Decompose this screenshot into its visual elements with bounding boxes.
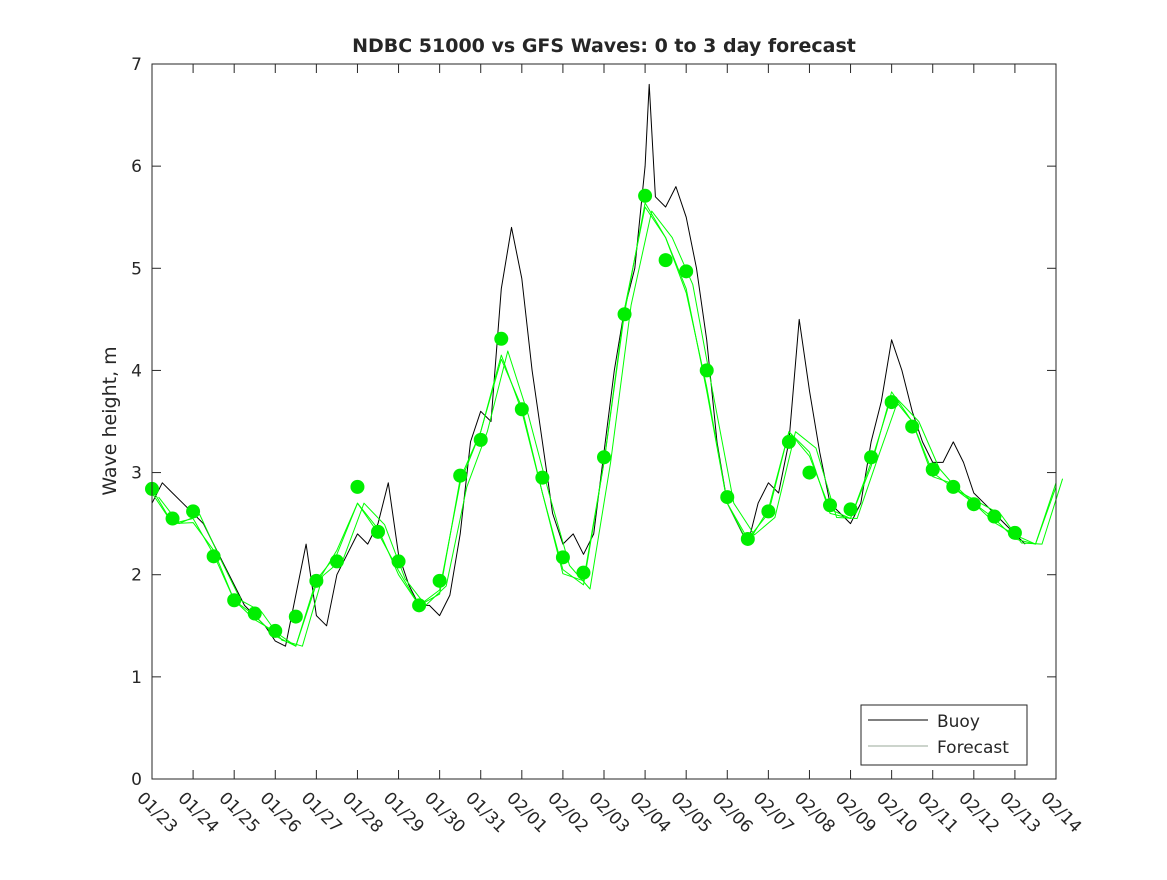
x-tick-label: 02/04 <box>626 788 675 837</box>
legend-box <box>860 704 1028 766</box>
forecast-marker <box>391 554 406 569</box>
forecast-marker <box>781 434 796 449</box>
forecast-marker <box>720 490 735 505</box>
x-tick-label: 02/08 <box>790 788 839 837</box>
x-tick-label: 02/10 <box>872 788 921 837</box>
forecast-marker <box>432 573 447 588</box>
x-tick-label: 02/01 <box>502 788 551 837</box>
forecast-marker <box>1007 525 1022 540</box>
forecast-marker <box>288 609 303 624</box>
buoy-line <box>151 83 1026 647</box>
x-tick-label: 01/30 <box>420 788 469 837</box>
forecast-marker <box>761 504 776 519</box>
x-tick-label: 02/02 <box>543 788 592 837</box>
forecast-marker <box>453 468 468 483</box>
forecast-marker <box>412 598 427 613</box>
forecast-marker <box>247 606 262 621</box>
forecast-marker <box>576 565 591 580</box>
y-axis-label: Wave height, m <box>99 346 121 495</box>
forecast-marker <box>329 554 344 569</box>
x-tick-label: 01/23 <box>132 788 181 837</box>
forecast-marker <box>864 450 879 465</box>
y-tick-label: 7 <box>131 55 142 75</box>
y-tick-label: 4 <box>131 361 142 381</box>
forecast-marker <box>987 509 1002 524</box>
x-tick-label: 02/13 <box>995 788 1044 837</box>
forecast-marker <box>186 504 201 519</box>
x-tick-label: 01/24 <box>174 788 223 837</box>
x-tick-label: 01/27 <box>297 788 346 837</box>
forecast-marker <box>638 188 653 203</box>
y-tick-label: 3 <box>131 464 142 484</box>
forecast-marker <box>966 497 981 512</box>
forecast-marker <box>740 531 755 546</box>
forecast-marker <box>535 470 550 485</box>
y-tick-label: 1 <box>131 668 142 688</box>
forecast-marker <box>227 593 242 608</box>
forecast-marker <box>617 307 632 322</box>
forecast-marker <box>514 402 529 417</box>
x-tick-label: 01/29 <box>379 788 428 837</box>
forecast-marker <box>206 549 221 564</box>
plot-background <box>152 64 1056 779</box>
forecast-marker <box>371 524 385 539</box>
x-tick-label: 01/31 <box>461 788 510 837</box>
forecast-marker <box>658 253 673 268</box>
forecast-marker <box>905 419 920 434</box>
forecast-marker <box>597 450 611 465</box>
forecast-marker <box>843 502 858 517</box>
x-tick-label: 02/03 <box>584 788 633 837</box>
y-tick-label: 0 <box>131 770 142 790</box>
x-tick-label: 02/12 <box>954 788 1003 837</box>
forecast-marker <box>494 331 509 346</box>
x-tick-label: 02/07 <box>749 788 798 837</box>
x-tick-label: 02/14 <box>1036 788 1085 837</box>
x-tick-label: 01/25 <box>215 788 264 837</box>
x-tick-label: 02/09 <box>831 788 880 837</box>
forecast-marker <box>679 264 694 279</box>
forecast-marker <box>268 623 283 638</box>
x-tick-label: 02/05 <box>667 788 716 837</box>
forecast-marker <box>165 511 180 526</box>
forecast-marker <box>884 395 899 410</box>
forecast-marker <box>350 479 365 494</box>
y-tick-label: 2 <box>131 566 142 586</box>
forecast-line <box>158 210 1064 647</box>
plot-frame <box>151 63 1057 780</box>
x-tick-label: 01/26 <box>256 788 305 837</box>
x-tick-label: 02/06 <box>708 788 757 837</box>
forecast-marker <box>699 363 714 378</box>
forecast-marker <box>925 462 940 477</box>
legend: Buoy Forecast <box>860 704 1028 766</box>
forecast-marker <box>309 573 324 588</box>
forecast-marker <box>823 498 837 513</box>
forecast-marker <box>946 479 961 494</box>
forecast-marker <box>802 465 817 480</box>
forecast-marker <box>473 432 488 447</box>
legend-buoy-label: Buoy <box>937 712 980 732</box>
forecast-marker <box>555 550 570 565</box>
y-tick-label: 5 <box>131 259 142 279</box>
chart-title: NDBC 51000 vs GFS Waves: 0 to 3 day fore… <box>352 35 856 57</box>
legend-forecast-label: Forecast <box>937 738 1009 758</box>
y-tick-label: 6 <box>131 157 142 177</box>
x-tick-label: 02/11 <box>913 788 962 837</box>
x-tick-label: 01/28 <box>338 788 387 837</box>
